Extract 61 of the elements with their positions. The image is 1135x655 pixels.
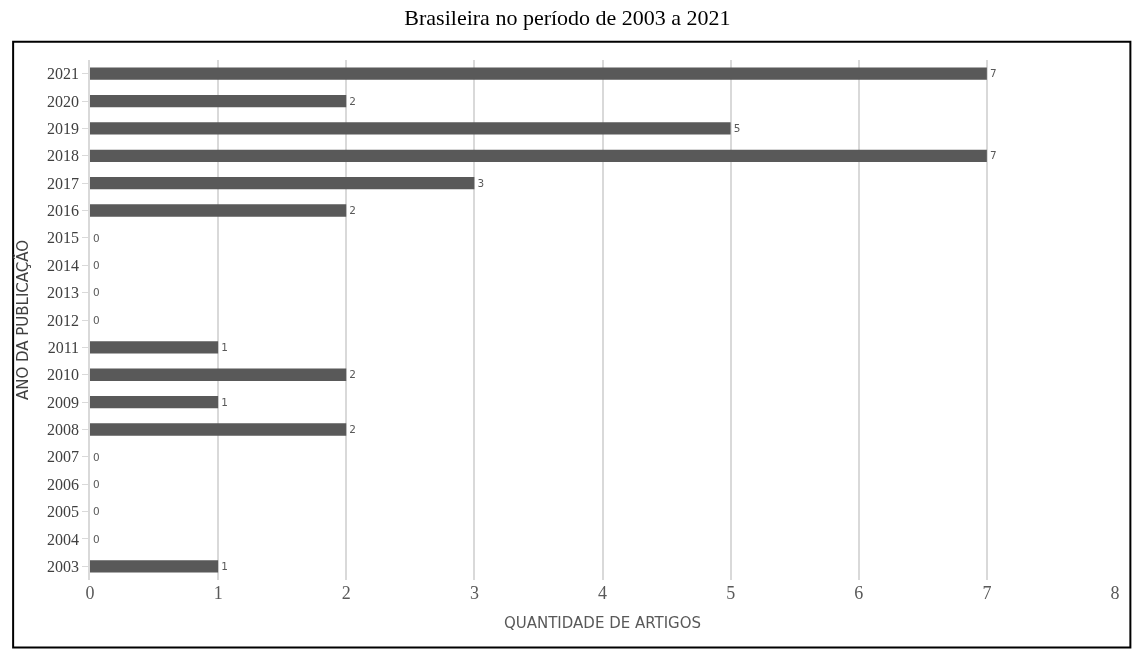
y-tick-label: 2003 xyxy=(47,557,80,575)
data-label: 0 xyxy=(93,231,100,244)
data-label: 2 xyxy=(349,368,356,381)
bar xyxy=(90,560,219,573)
y-tick-label: 2009 xyxy=(47,393,80,411)
y-tick-label: 2007 xyxy=(47,448,80,466)
x-tick-label: 1 xyxy=(213,583,223,603)
chart-title: Brasileira no período de 2003 a 2021 xyxy=(404,5,731,31)
data-label: 2 xyxy=(349,204,356,217)
bar xyxy=(90,204,347,217)
bar xyxy=(90,341,219,354)
data-label: 0 xyxy=(93,532,100,545)
data-label: 1 xyxy=(221,395,228,408)
x-tick-label: 6 xyxy=(854,583,864,603)
bar xyxy=(90,395,219,409)
y-tick-label: 2018 xyxy=(47,147,80,165)
bar xyxy=(90,67,987,80)
x-tick-label: 7 xyxy=(982,583,992,603)
y-tick-label: 2017 xyxy=(47,174,80,192)
y-tick-label: 2008 xyxy=(47,421,80,439)
x-tick-label: 5 xyxy=(726,583,736,603)
x-axis-title: QUANTIDADE DE ARTIGOS xyxy=(503,614,702,632)
data-label: 0 xyxy=(93,258,100,271)
bar xyxy=(90,177,475,190)
y-tick-label: 2013 xyxy=(47,284,80,302)
y-tick-label: 2006 xyxy=(47,475,80,493)
y-tick-label: 2005 xyxy=(47,503,80,521)
y-tick-label: 2021 xyxy=(47,65,80,83)
data-label: 2 xyxy=(349,94,356,107)
data-label: 0 xyxy=(93,313,100,326)
data-label: 2 xyxy=(349,423,356,436)
y-tick-label: 2011 xyxy=(47,338,80,356)
x-tick-label: 3 xyxy=(469,583,479,603)
data-label: 0 xyxy=(93,450,100,463)
data-label: 5 xyxy=(733,122,741,135)
y-tick-label: 2010 xyxy=(47,366,80,384)
x-tick-label: 4 xyxy=(598,583,607,603)
data-label: 7 xyxy=(989,149,997,162)
data-label: 3 xyxy=(477,176,485,189)
data-label: 7 xyxy=(989,67,997,80)
bar xyxy=(90,368,347,381)
y-tick-label: 2015 xyxy=(47,229,80,247)
y-tick-label: 2014 xyxy=(47,256,80,274)
x-tick-label: 2 xyxy=(341,583,351,603)
bar xyxy=(90,122,731,135)
x-tick-label: 8 xyxy=(1110,583,1120,603)
y-tick-label: 2004 xyxy=(47,530,80,548)
y-tick-label: 2016 xyxy=(47,202,80,220)
bar xyxy=(90,423,347,436)
data-label: 1 xyxy=(221,560,228,573)
x-tick-label: 0 xyxy=(85,583,95,603)
y-axis-title: ANO DA PUBLICAÇÃO xyxy=(12,239,32,401)
bar xyxy=(90,94,347,108)
bar xyxy=(90,149,987,162)
data-label: 0 xyxy=(93,477,100,490)
y-tick-label: 2012 xyxy=(47,311,80,329)
y-tick-label: 2019 xyxy=(47,120,80,138)
data-label: 1 xyxy=(221,341,228,354)
data-label: 0 xyxy=(93,286,100,299)
y-tick-label: 2020 xyxy=(47,92,80,110)
data-label: 0 xyxy=(93,505,100,518)
